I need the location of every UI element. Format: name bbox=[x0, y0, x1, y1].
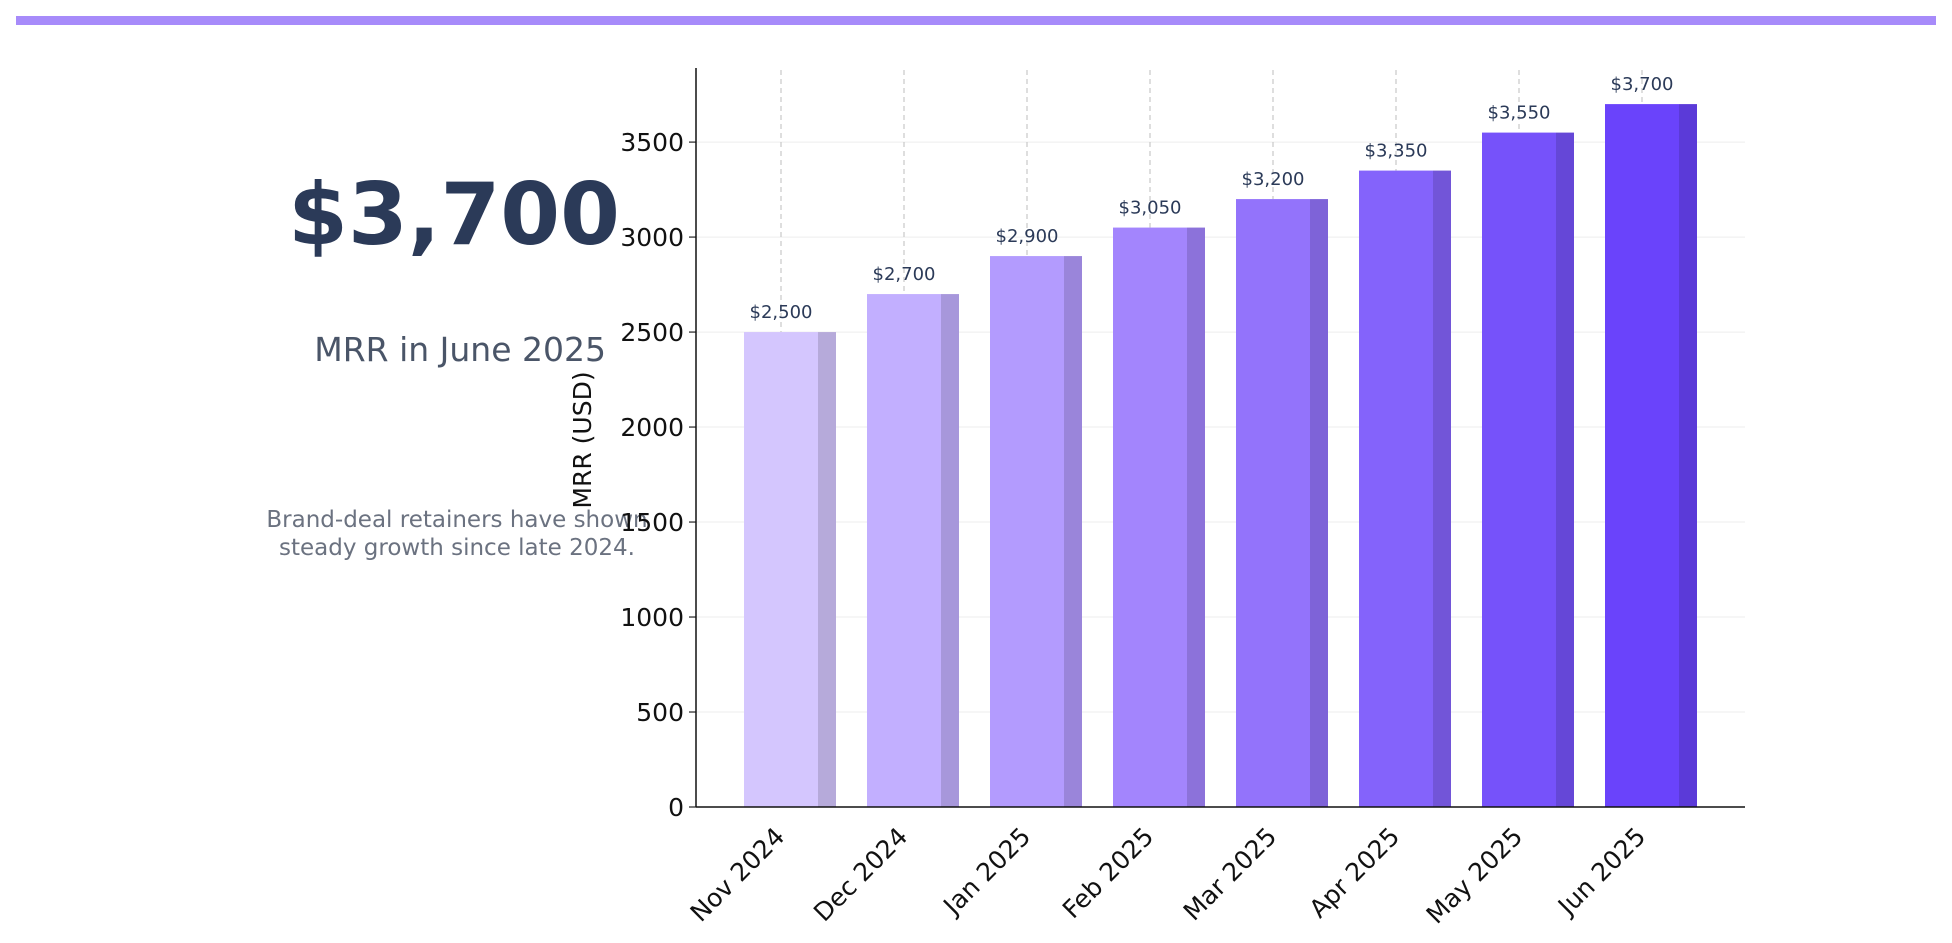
bar bbox=[1236, 199, 1310, 807]
bar-side bbox=[1433, 170, 1451, 807]
bar bbox=[1359, 170, 1433, 807]
x-tick-label: Mar 2025 bbox=[1178, 822, 1282, 926]
bar bbox=[867, 294, 941, 807]
x-tick-label: Jan 2025 bbox=[936, 822, 1036, 922]
bar bbox=[1605, 104, 1679, 808]
y-tick-label: 3000 bbox=[620, 223, 684, 252]
kpi-value: $3,700 bbox=[288, 165, 620, 265]
bar bbox=[990, 256, 1064, 807]
x-tick-label: Apr 2025 bbox=[1304, 822, 1406, 924]
data-label: $2,700 bbox=[873, 264, 936, 285]
accent-top-bar bbox=[16, 16, 1936, 25]
kpi-note-line-1: Brand-deal retainers have shown bbox=[266, 507, 648, 533]
x-tick-label: Feb 2025 bbox=[1057, 822, 1159, 924]
bar bbox=[1482, 132, 1556, 808]
bar-layer bbox=[744, 104, 1697, 808]
kpi-note: Brand-deal retainers have shown steady g… bbox=[207, 506, 707, 562]
y-tick-label: 2000 bbox=[620, 413, 684, 442]
grid-layer bbox=[696, 70, 1745, 713]
bar-side bbox=[1679, 104, 1697, 808]
x-tick-label: Nov 2024 bbox=[685, 822, 791, 928]
bar-side bbox=[1310, 199, 1328, 807]
data-label: $3,200 bbox=[1242, 169, 1305, 190]
x-tick-label: May 2025 bbox=[1421, 822, 1529, 930]
x-tick-label: Dec 2024 bbox=[808, 822, 913, 927]
bar-side bbox=[941, 294, 959, 807]
y-tick-label: 2500 bbox=[620, 318, 684, 347]
y-tick-label: 500 bbox=[636, 698, 684, 727]
y-tick-label: 1500 bbox=[620, 508, 684, 537]
y-tick-label: 3500 bbox=[620, 128, 684, 157]
bar-side bbox=[1187, 227, 1205, 808]
data-label: $3,050 bbox=[1119, 198, 1182, 219]
y-tick-label: 0 bbox=[668, 793, 684, 822]
data-label: $3,550 bbox=[1488, 103, 1551, 124]
label-layer: $2,500 $2,700 $2,900 $3,050 $3,200 $3,350 $3,5… bbox=[750, 74, 1674, 323]
kpi-note-line-2: steady growth since late 2024. bbox=[279, 535, 635, 561]
data-label: $3,700 bbox=[1611, 74, 1674, 95]
kpi-label: MRR in June 2025 bbox=[314, 330, 606, 369]
data-label: $2,500 bbox=[750, 302, 813, 323]
x-tick-label: Jun 2025 bbox=[1551, 822, 1651, 922]
data-label: $2,900 bbox=[996, 226, 1059, 247]
bar-side bbox=[1556, 132, 1574, 808]
bar-side bbox=[818, 332, 836, 807]
y-axis-label: MRR (USD) bbox=[568, 371, 597, 508]
data-label: $3,350 bbox=[1365, 141, 1428, 162]
bar-side bbox=[1064, 256, 1082, 807]
bar bbox=[744, 332, 818, 807]
y-tick-label: 1000 bbox=[620, 603, 684, 632]
bar bbox=[1113, 227, 1187, 808]
